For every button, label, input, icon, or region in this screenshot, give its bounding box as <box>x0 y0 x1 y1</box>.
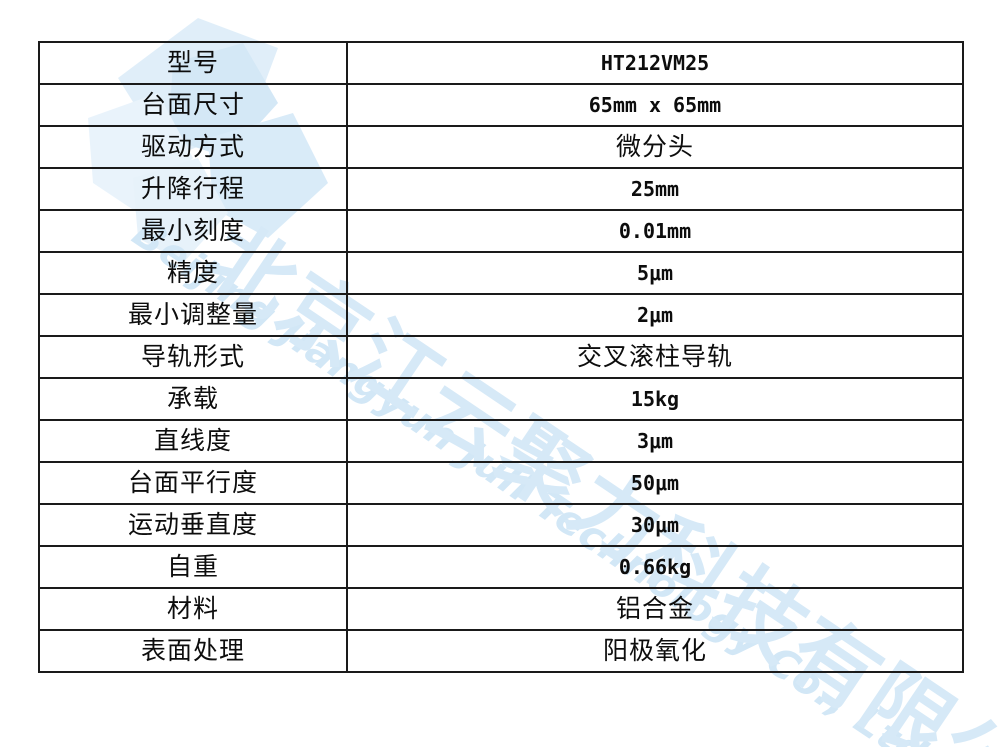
table-row: 型号 HT212VM25 <box>38 41 964 85</box>
spec-value-cell: 50μm <box>346 461 964 505</box>
spec-label-cell: 直线度 <box>38 419 348 463</box>
table-row: 最小调整量 2μm <box>38 293 964 337</box>
table-row: 材料 铝合金 <box>38 587 964 631</box>
table-row: 台面尺寸 65mm x 65mm <box>38 83 964 127</box>
spec-label-cell: 导轨形式 <box>38 335 348 379</box>
spec-label-cell: 运动垂直度 <box>38 503 348 547</box>
spec-label-cell: 自重 <box>38 545 348 589</box>
spec-label-cell: 承载 <box>38 377 348 421</box>
table-row: 驱动方式 微分头 <box>38 125 964 169</box>
spec-value-cell: 5μm <box>346 251 964 295</box>
spec-label-cell: 最小刻度 <box>38 209 348 253</box>
spec-value-cell: 15kg <box>346 377 964 421</box>
spec-value-cell: 铝合金 <box>346 587 964 631</box>
spec-label-cell: 台面尺寸 <box>38 83 348 127</box>
table-row: 升降行程 25mm <box>38 167 964 211</box>
table-row: 运动垂直度 30μm <box>38 503 964 547</box>
table-row: 台面平行度 50μm <box>38 461 964 505</box>
spec-value-cell: 交叉滚柱导轨 <box>346 335 964 379</box>
spec-value-cell: 阳极氧化 <box>346 629 964 673</box>
spec-value-cell: 3μm <box>346 419 964 463</box>
spec-value-cell: 0.66kg <box>346 545 964 589</box>
specification-table-body: 型号 HT212VM25 台面尺寸 65mm x 65mm 驱动方式 微分头 升降行程 25m… <box>38 41 964 673</box>
table-row: 表面处理 阳极氧化 <box>38 629 964 673</box>
spec-label-cell: 升降行程 <box>38 167 348 211</box>
spec-table-container: 型号 HT212VM25 台面尺寸 65mm x 65mm 驱动方式 微分头 升降行程 25m… <box>38 41 964 673</box>
spec-label-cell: 材料 <box>38 587 348 631</box>
spec-label-cell: 驱动方式 <box>38 125 348 169</box>
spec-value-cell: 0.01mm <box>346 209 964 253</box>
spec-value-cell: 2μm <box>346 293 964 337</box>
table-row: 最小刻度 0.01mm <box>38 209 964 253</box>
spec-label-cell: 最小调整量 <box>38 293 348 337</box>
spec-value-cell: 25mm <box>346 167 964 211</box>
table-row: 精度 5μm <box>38 251 964 295</box>
specification-table: 型号 HT212VM25 台面尺寸 65mm x 65mm 驱动方式 微分头 升降行程 25m… <box>38 41 964 673</box>
table-row: 自重 0.66kg <box>38 545 964 589</box>
spec-value-cell: 微分头 <box>346 125 964 169</box>
spec-label-cell: 表面处理 <box>38 629 348 673</box>
table-row: 直线度 3μm <box>38 419 964 463</box>
spec-value-cell: HT212VM25 <box>346 41 964 85</box>
table-row: 导轨形式 交叉滚柱导轨 <box>38 335 964 379</box>
spec-value-cell: 30μm <box>346 503 964 547</box>
spec-label-cell: 精度 <box>38 251 348 295</box>
table-row: 承载 15kg <box>38 377 964 421</box>
spec-value-cell: 65mm x 65mm <box>346 83 964 127</box>
spec-label-cell: 台面平行度 <box>38 461 348 505</box>
spec-label-cell: 型号 <box>38 41 348 85</box>
